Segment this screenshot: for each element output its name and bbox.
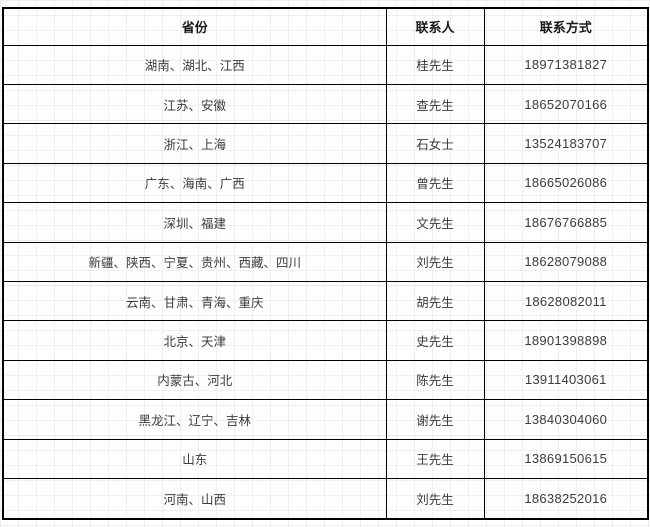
province-cell[interactable]: 黑龙江、辽宁、吉林	[2, 399, 387, 440]
province-cell[interactable]: 内蒙古、河北	[2, 359, 387, 401]
column-header-phone[interactable]: 联系方式	[483, 7, 649, 46]
contact-name-cell[interactable]: 刘先生	[385, 477, 485, 520]
table-row: 云南、甘肃、青海、重庆 胡先生 18628082011	[2, 280, 649, 322]
province-cell[interactable]: 江苏、安徽	[2, 83, 387, 125]
table-row: 河南、山西 刘先生 18638252016	[2, 477, 649, 520]
table-row: 内蒙古、河北 陈先生 13911403061	[2, 359, 649, 401]
table-row: 深圳、福建 文先生 18676766885	[2, 202, 649, 243]
province-cell[interactable]: 浙江、上海	[2, 123, 387, 164]
contact-name-cell[interactable]: 胡先生	[385, 280, 485, 322]
header-row: 省份 联系人 联系方式	[2, 7, 649, 46]
province-cell[interactable]: 深圳、福建	[2, 202, 387, 243]
contact-name-cell[interactable]: 石女士	[385, 123, 485, 164]
table-row: 浙江、上海 石女士 13524183707	[2, 123, 649, 164]
phone-cell[interactable]: 18676766885	[483, 202, 649, 243]
phone-cell[interactable]: 18628079088	[483, 241, 649, 282]
table-row: 湖南、湖北、江西 桂先生 18971381827	[2, 44, 649, 85]
table-row: 江苏、安徽 查先生 18652070166	[2, 83, 649, 125]
province-cell[interactable]: 云南、甘肃、青海、重庆	[2, 280, 387, 322]
phone-cell[interactable]: 18638252016	[483, 477, 649, 520]
phone-cell[interactable]: 18628082011	[483, 280, 649, 322]
phone-cell[interactable]: 18971381827	[483, 44, 649, 85]
phone-cell[interactable]: 18901398898	[483, 320, 649, 361]
table-row: 广东、海南、广西 曾先生 18665026086	[2, 162, 649, 204]
phone-cell[interactable]: 13869150615	[483, 438, 649, 479]
column-header-provinces[interactable]: 省份	[2, 7, 387, 46]
province-cell[interactable]: 广东、海南、广西	[2, 162, 387, 204]
table-row: 黑龙江、辽宁、吉林 谢先生 13840304060	[2, 399, 649, 440]
contact-name-cell[interactable]: 刘先生	[385, 241, 485, 282]
province-cell[interactable]: 湖南、湖北、江西	[2, 44, 387, 85]
phone-cell[interactable]: 13524183707	[483, 123, 649, 164]
province-cell[interactable]: 山东	[2, 438, 387, 479]
contact-name-cell[interactable]: 谢先生	[385, 399, 485, 440]
table-row: 北京、天津 史先生 18901398898	[2, 320, 649, 361]
contact-name-cell[interactable]: 桂先生	[385, 44, 485, 85]
contact-name-cell[interactable]: 查先生	[385, 83, 485, 125]
province-cell[interactable]: 北京、天津	[2, 320, 387, 361]
contact-name-cell[interactable]: 陈先生	[385, 359, 485, 401]
contact-table: 省份 联系人 联系方式 湖南、湖北、江西 桂先生 18971381827 江苏、…	[2, 7, 649, 520]
contact-name-cell[interactable]: 文先生	[385, 202, 485, 243]
province-cell[interactable]: 河南、山西	[2, 477, 387, 520]
table-row: 山东 王先生 13869150615	[2, 438, 649, 479]
contact-name-cell[interactable]: 王先生	[385, 438, 485, 479]
column-header-contact[interactable]: 联系人	[385, 7, 485, 46]
table-row: 新疆、陕西、宁夏、贵州、西藏、四川 刘先生 18628079088	[2, 241, 649, 282]
province-cell[interactable]: 新疆、陕西、宁夏、贵州、西藏、四川	[2, 241, 387, 282]
phone-cell[interactable]: 13840304060	[483, 399, 649, 440]
phone-cell[interactable]: 13911403061	[483, 359, 649, 401]
contact-name-cell[interactable]: 曾先生	[385, 162, 485, 204]
contact-name-cell[interactable]: 史先生	[385, 320, 485, 361]
phone-cell[interactable]: 18652070166	[483, 83, 649, 125]
phone-cell[interactable]: 18665026086	[483, 162, 649, 204]
